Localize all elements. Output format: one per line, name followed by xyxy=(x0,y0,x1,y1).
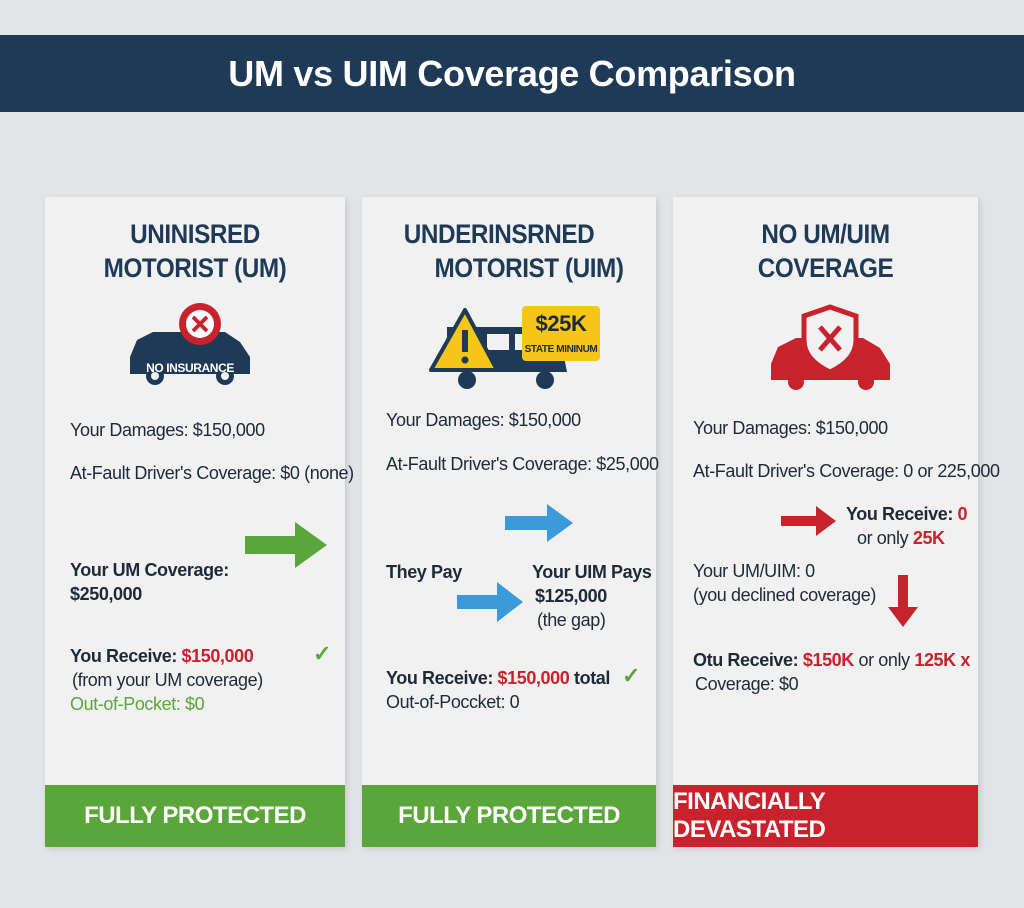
status-banner: FULLY PROTECTED xyxy=(362,785,656,847)
coverage-line1: Your UM Coverage: xyxy=(70,560,229,580)
x-mark-icon: x xyxy=(955,650,970,670)
out-of-pocket-text: Out-of-Poccket: 0 xyxy=(386,692,520,712)
arrow-down-icon xyxy=(888,575,918,627)
receive-suffix: total xyxy=(569,668,611,688)
at-fault-text: At-Fault Driver's Coverage: $25,000 xyxy=(386,454,659,474)
car-with-x-icon xyxy=(130,303,250,385)
damages-text: Your Damages: $150,000 xyxy=(386,410,581,430)
receive-value: $150K xyxy=(802,650,854,670)
at-fault-text: At-Fault Driver's Coverage: $0 (none) xyxy=(70,463,354,483)
arrow-right-icon xyxy=(245,522,327,568)
or-text: or only xyxy=(853,650,915,670)
out-of-pocket-text: Out-of-Pocket: $0 xyxy=(70,694,205,714)
panel-no-coverage: NO UM/UIM COVERAGE Your Damages: $150,00… xyxy=(673,197,1000,847)
panel-title-line1: UNDERINSRNED xyxy=(403,219,595,249)
panel-title-line1: UNINISRED xyxy=(130,219,260,249)
receive-value: $150,000 xyxy=(181,646,254,666)
panel-title-line2: MOTORIST (UM) xyxy=(103,253,287,283)
broken-shield-car-icon xyxy=(771,304,890,390)
receive-text: Otu Receive: $150K or only 125K x xyxy=(693,649,970,671)
check-icon: ✓ xyxy=(313,641,332,666)
status-banner: FINANCIALLY DEVASTATED xyxy=(673,785,978,847)
status-banner: FULLY PROTECTED xyxy=(45,785,345,847)
arrow-right-icon xyxy=(457,582,523,622)
receive-text: You Receive: $150,000 xyxy=(70,645,254,667)
alt-value: 25K xyxy=(912,528,945,548)
panel-uim: UNDERINSRNED MOTORIST (UIM) $25K STATE M… xyxy=(362,197,659,847)
warning-car-icon xyxy=(429,306,600,389)
page-title: UM vs UIM Coverage Comparison xyxy=(0,35,1024,112)
arrow-right-icon xyxy=(781,506,836,536)
uim-pays-text: Your UIM Pays xyxy=(532,562,652,582)
panel-title-line1: NO UM/UIM xyxy=(761,219,890,249)
they-pay-text: They Pay xyxy=(386,562,462,582)
receive-value: $150,000 xyxy=(497,668,570,688)
coverage-line2: $250,000 xyxy=(70,584,142,604)
badge-label: STATE MININUM xyxy=(524,344,598,355)
declined-note: (you declined coverage) xyxy=(693,585,876,605)
panel-title-line2: MOTORIST (UIM) xyxy=(434,253,624,283)
badge-amount: $25K xyxy=(535,311,587,336)
alt-value: 125K xyxy=(914,650,956,670)
panel-um: UNINISRED MOTORIST (UM) NO INSURANCE You… xyxy=(45,197,354,847)
damages-text: Your Damages: $150,000 xyxy=(693,418,888,438)
uim-note: (the gap) xyxy=(537,610,606,630)
panel-title-line2: COVERAGE xyxy=(757,253,894,283)
receive-text: You Receive: 0 xyxy=(846,503,968,525)
arrow-right-icon xyxy=(505,504,573,542)
car-label: NO INSURANCE xyxy=(146,361,234,375)
check-icon: ✓ xyxy=(622,663,641,688)
or-text: or only xyxy=(857,528,913,548)
receive-alt: or only 25K xyxy=(857,527,945,549)
uim-amount: $125,000 xyxy=(535,586,607,606)
receive-label: You Receive: xyxy=(70,646,182,666)
your-um-uim-text: Your UM/UIM: 0 xyxy=(693,561,815,581)
damages-text: Your Damages: $150,000 xyxy=(70,420,265,440)
receive-note: (from your UM coverage) xyxy=(72,670,263,690)
receive-value: 0 xyxy=(957,504,968,524)
coverage-text: Coverage: $0 xyxy=(695,674,799,694)
receive-label: You Receive: xyxy=(846,504,958,524)
receive-text: You Receive: $150,000 total xyxy=(386,667,610,689)
receive-label: You Receive: xyxy=(386,668,498,688)
at-fault-text: At-Fault Driver's Coverage: 0 or 225,000 xyxy=(693,461,1000,481)
receive-label: Otu Receive: xyxy=(693,650,803,670)
